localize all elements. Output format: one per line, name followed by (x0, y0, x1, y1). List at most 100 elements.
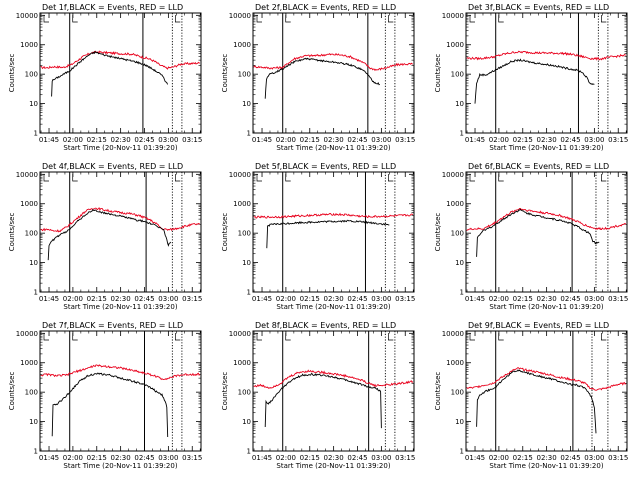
x-tick-label: 01:45 (252, 295, 272, 303)
events-series-line (474, 58, 595, 104)
x-tick-label: 03:15 (608, 295, 628, 303)
lld-series-line (40, 50, 200, 70)
y-tick-label: 100 (238, 230, 251, 238)
y-axis-label: Counts/sec (221, 213, 229, 252)
y-axis-label: Counts/sec (8, 54, 16, 93)
x-tick-label: 02:00 (63, 295, 83, 303)
x-axis-label: Start Time (20-Nov-11 01:39:20) (276, 144, 390, 152)
x-tick-label: 03:00 (158, 454, 178, 462)
lld-series-line (466, 367, 627, 391)
panel-title: Det 5f,BLACK = Events, RED = LLD (255, 162, 396, 171)
y-tick-label: 1 (247, 448, 251, 456)
x-tick-label: 02:00 (63, 136, 83, 144)
bracket-mark (256, 333, 262, 341)
x-tick-label: 03:00 (371, 295, 391, 303)
bracket-mark (469, 15, 475, 23)
x-axis-label: Start Time (20-Nov-11 01:39:20) (489, 303, 603, 311)
y-axis-label: Counts/sec (434, 213, 442, 252)
lld-series-line (253, 369, 414, 389)
panel-title: Det 8f,BLACK = Events, RED = LLD (255, 321, 396, 330)
x-tick-label: 02:15 (87, 136, 107, 144)
y-tick-label: 1 (34, 448, 38, 456)
x-tick-label: 02:30 (324, 295, 344, 303)
bracket-mark (285, 15, 291, 23)
y-tick-label: 100 (451, 389, 464, 397)
x-tick-label: 03:15 (182, 136, 202, 144)
y-axis-label: Counts/sec (434, 54, 442, 93)
y-tick-label: 100 (25, 230, 38, 238)
y-tick-label: 1000 (446, 41, 464, 49)
x-tick-label: 02:30 (111, 454, 131, 462)
x-tick-label: 02:15 (513, 136, 533, 144)
y-tick-label: 1000 (20, 200, 38, 208)
x-tick-label: 02:45 (134, 454, 154, 462)
x-axis-label: Start Time (20-Nov-11 01:39:20) (276, 303, 390, 311)
events-series-line (264, 57, 380, 99)
y-tick-label: 10000 (442, 171, 464, 179)
bracket-mark (72, 15, 78, 23)
x-axis-label: Start Time (20-Nov-11 01:39:20) (63, 303, 177, 311)
y-tick-label: 10 (455, 100, 464, 108)
x-tick-label: 03:00 (371, 136, 391, 144)
y-tick-label: 100 (451, 230, 464, 238)
detector-panel-9: Det 9f,BLACK = Events, RED = LLD 1 10 100 10… (434, 321, 628, 470)
bracket-mark (498, 333, 504, 341)
plot-frame (252, 330, 415, 452)
x-tick-label: 02:15 (87, 295, 107, 303)
y-tick-label: 10000 (16, 171, 38, 179)
panel-title: Det 9f,BLACK = Events, RED = LLD (468, 321, 609, 330)
bracket-mark (498, 174, 504, 182)
x-tick-label: 02:15 (87, 454, 107, 462)
lld-series-line (253, 52, 414, 72)
x-tick-label: 03:00 (584, 295, 604, 303)
y-tick-label: 1000 (233, 359, 251, 367)
x-tick-label: 03:00 (158, 295, 178, 303)
y-tick-label: 10 (455, 259, 464, 267)
plot-frame (465, 12, 628, 134)
x-tick-label: 02:00 (276, 454, 296, 462)
panel-title: Det 2f,BLACK = Events, RED = LLD (255, 3, 396, 12)
y-tick-label: 10000 (229, 171, 251, 179)
y-tick-label: 10 (29, 100, 38, 108)
x-tick-label: 02:15 (300, 136, 320, 144)
events-series-line (476, 208, 600, 257)
y-tick-label: 1 (247, 289, 251, 297)
x-tick-label: 01:45 (39, 295, 59, 303)
bracket-mark (256, 15, 262, 23)
y-tick-label: 100 (25, 71, 38, 79)
y-tick-label: 1 (34, 130, 38, 138)
x-tick-label: 02:15 (300, 295, 320, 303)
y-axis-label: Counts/sec (221, 54, 229, 93)
lld-series-line (40, 207, 201, 233)
bracket-mark (601, 174, 607, 182)
y-tick-label: 10 (29, 259, 38, 267)
plot-frame (252, 171, 415, 293)
x-tick-label: 02:00 (276, 136, 296, 144)
y-tick-label: 1000 (20, 41, 38, 49)
x-tick-label: 02:30 (324, 454, 344, 462)
x-tick-label: 03:15 (182, 454, 202, 462)
detector-panel-4: Det 4f,BLACK = Events, RED = LLD 1 10 100 10… (8, 162, 202, 311)
y-tick-label: 10 (455, 418, 464, 426)
y-axis-label: Counts/sec (8, 213, 16, 252)
events-series-line (476, 369, 597, 434)
events-series-line (51, 50, 169, 97)
panel-title: Det 7f,BLACK = Events, RED = LLD (42, 321, 183, 330)
bracket-mark (175, 15, 181, 23)
y-tick-label: 100 (238, 71, 251, 79)
plot-frame (465, 330, 628, 452)
events-series-line (264, 373, 382, 429)
x-tick-label: 02:45 (134, 136, 154, 144)
lld-series-line (40, 364, 201, 381)
x-tick-label: 02:30 (537, 136, 557, 144)
bracket-mark (43, 174, 49, 182)
events-series-line (266, 219, 390, 249)
x-tick-label: 02:45 (347, 454, 367, 462)
x-tick-label: 02:45 (347, 136, 367, 144)
y-tick-label: 1 (460, 448, 464, 456)
y-tick-label: 10000 (16, 330, 38, 338)
x-tick-label: 01:45 (252, 136, 272, 144)
bracket-mark (601, 15, 607, 23)
x-tick-label: 02:45 (347, 295, 367, 303)
y-tick-label: 1000 (446, 359, 464, 367)
